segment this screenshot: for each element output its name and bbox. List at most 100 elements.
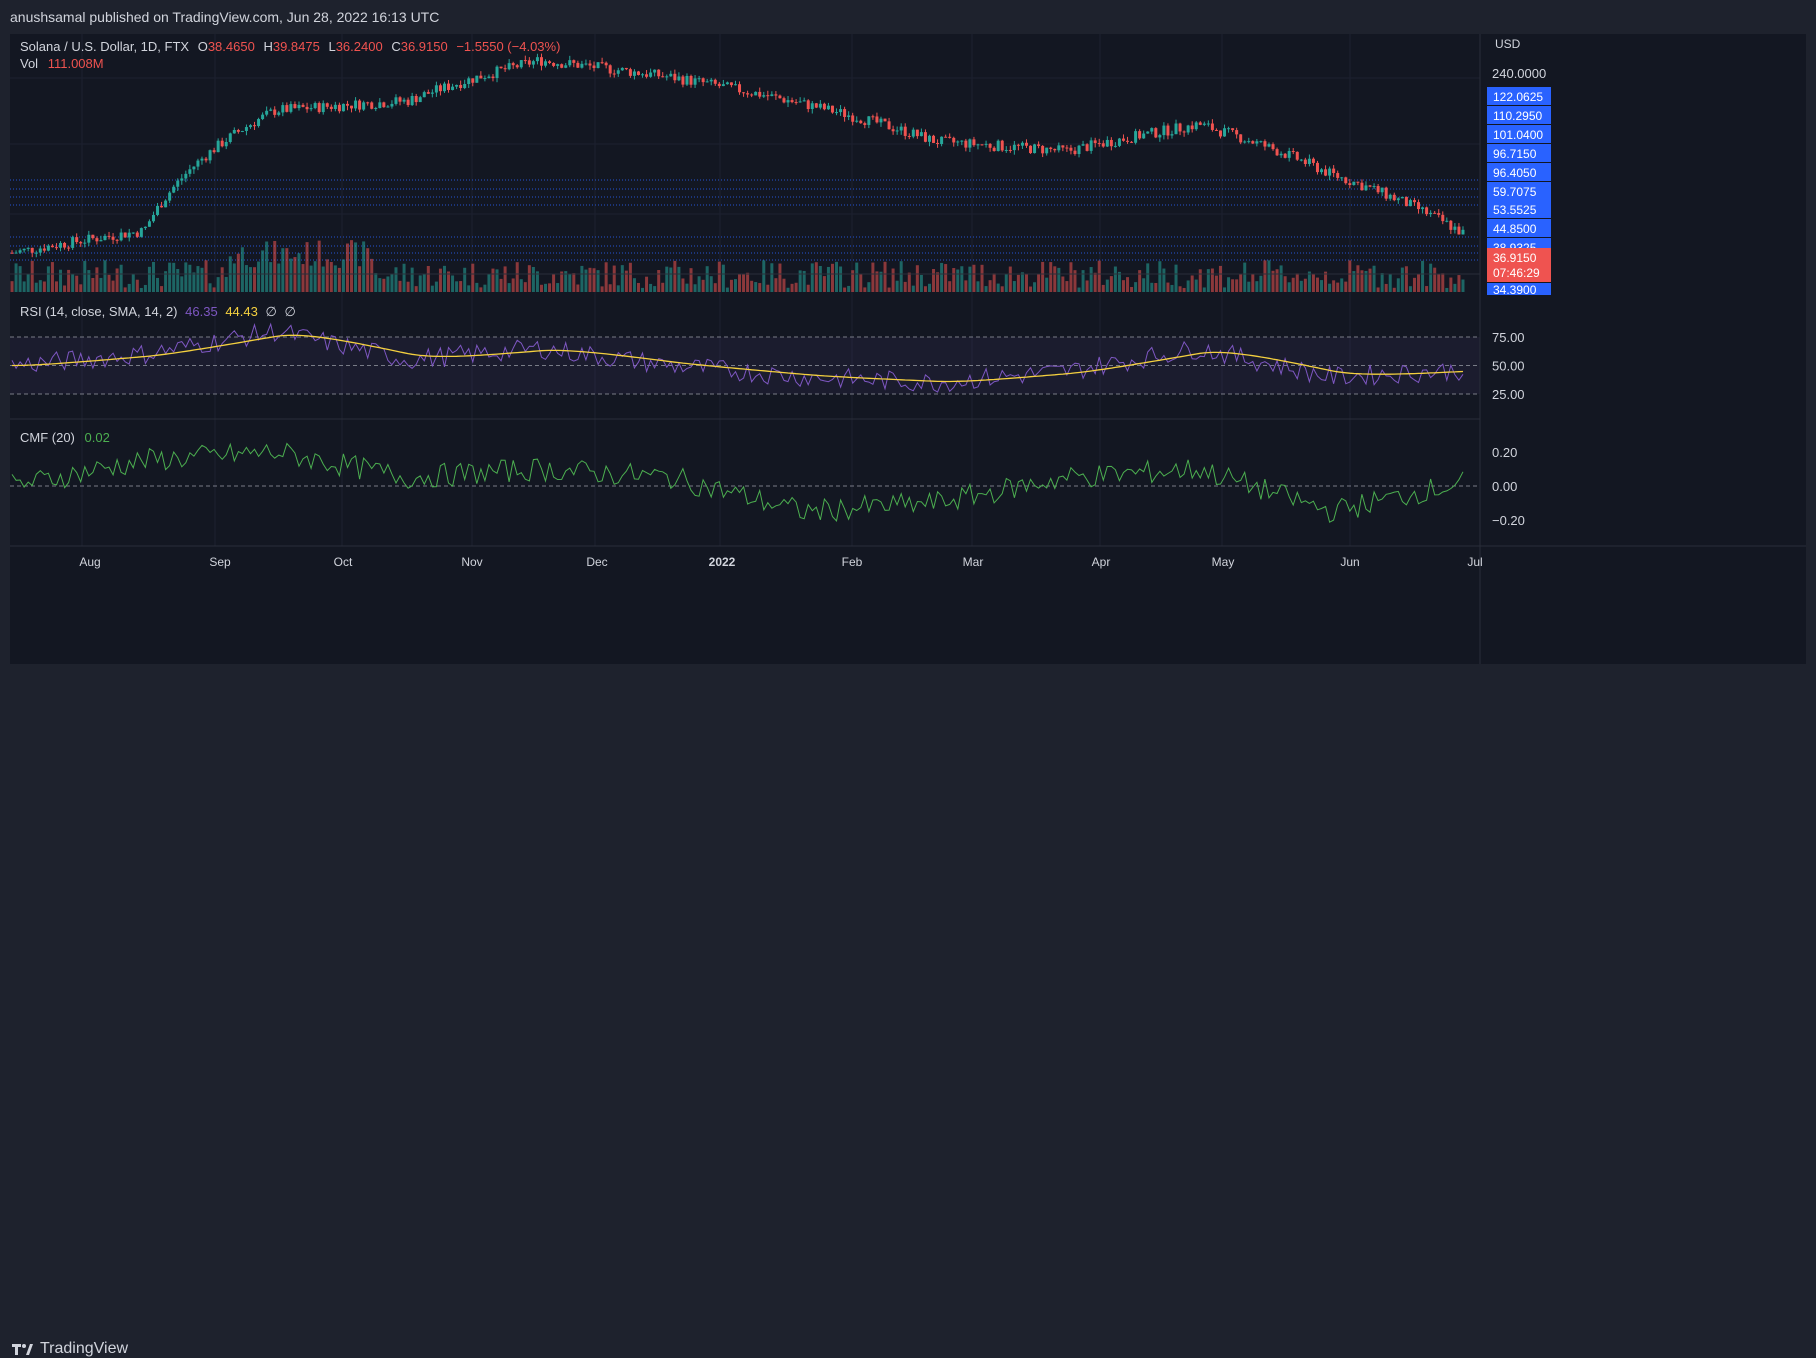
candle-body: [713, 79, 717, 84]
brand-name: TradingView: [40, 1340, 129, 1357]
cmf-value: 0.02: [84, 430, 110, 445]
volume-bar: [390, 273, 394, 292]
volume-bar: [564, 271, 568, 292]
volume-bar: [451, 275, 455, 292]
volume-bar: [689, 268, 693, 292]
candle-body: [1049, 147, 1053, 149]
price-level-label: 59.7075: [1493, 185, 1537, 199]
candle-body: [34, 252, 38, 254]
candle-body: [208, 150, 212, 161]
volume-bar: [1210, 268, 1214, 292]
volume-bar: [1352, 271, 1356, 292]
volume-bar: [1130, 287, 1134, 292]
price-top-tick: 240.0000: [1492, 66, 1546, 81]
volume-bar: [261, 250, 265, 292]
chart-area[interactable]: USD 240.0000 122.0625 110.2950 101.0400 96.…: [10, 34, 1806, 664]
candle-body: [685, 75, 689, 85]
candle-body: [471, 78, 475, 83]
volume-bar: [204, 260, 208, 292]
candle-body: [1295, 151, 1299, 160]
price-axis[interactable]: USD 240.0000 122.0625 110.2950 101.0400 96.…: [1487, 37, 1551, 297]
candle-body: [1069, 147, 1073, 151]
candle-body: [285, 105, 289, 112]
volume-bar: [212, 287, 216, 292]
rsi-placeholder-2: ∅: [284, 304, 296, 319]
candle-body: [386, 106, 390, 108]
candle-body: [972, 139, 976, 146]
candle-body: [507, 63, 511, 70]
volume-bar: [1198, 269, 1202, 292]
volume-bar: [422, 274, 426, 292]
volume-bar: [289, 258, 293, 292]
volume-bar: [818, 265, 822, 292]
candle-body: [71, 237, 75, 248]
volume-bar: [992, 273, 996, 292]
volume-bar: [46, 266, 50, 292]
price-level-label: 96.7150: [1493, 147, 1537, 161]
candle-body: [1437, 213, 1441, 215]
candle-body: [1093, 140, 1097, 144]
candle-body: [1117, 138, 1121, 146]
candle-body: [1279, 153, 1283, 156]
candle-body: [1404, 196, 1408, 207]
vol-label: Vol: [20, 56, 39, 71]
volume-bar: [855, 262, 859, 292]
volume-bar: [1170, 284, 1174, 292]
volume-bar: [1332, 280, 1336, 292]
volume-bar: [63, 285, 67, 292]
candle-body: [742, 92, 746, 94]
volume-bar: [1307, 271, 1311, 292]
candle-body: [1449, 220, 1453, 230]
candle-body: [305, 106, 309, 110]
volume-bar: [673, 260, 677, 292]
candle-body: [867, 116, 871, 125]
time-label: Feb: [842, 555, 863, 569]
candle-body: [1227, 128, 1231, 130]
candle-body: [600, 62, 604, 64]
candle-body: [63, 242, 67, 248]
chart-svg[interactable]: USD 240.0000 122.0625 110.2950 101.0400 96.…: [10, 34, 1806, 664]
volume-bar: [79, 284, 83, 292]
volume-bar: [1041, 261, 1045, 292]
volume-bar: [1089, 267, 1093, 292]
currency-label: USD: [1495, 37, 1521, 51]
volume-bar: [847, 285, 851, 292]
candle-body: [354, 100, 358, 109]
candle-body: [160, 205, 164, 208]
volume-bar: [1073, 270, 1077, 292]
volume-bar: [588, 267, 592, 292]
volume-bar: [406, 281, 410, 292]
candle-body: [1263, 141, 1267, 147]
cmf-pane: [10, 442, 1480, 523]
candle-body: [50, 245, 54, 248]
volume-bar: [1445, 287, 1449, 292]
candle-body: [580, 63, 584, 68]
volume-bar: [677, 266, 681, 292]
rsi-placeholder-1: ∅: [265, 304, 277, 319]
candle-body: [1190, 125, 1194, 130]
volume-bar: [940, 262, 944, 292]
time-axis[interactable]: Aug Sep Oct Nov Dec 2022 Feb Mar Apr May Jun Jul: [79, 555, 1482, 569]
tradingview-logo[interactable]: TradingView: [12, 1340, 128, 1358]
price-level-label: 101.0400: [1493, 128, 1543, 142]
candle-body: [115, 239, 119, 241]
volume-bar: [1235, 279, 1239, 292]
candle-body: [38, 248, 42, 253]
volume-bar: [467, 285, 471, 292]
candle-body: [200, 158, 204, 161]
candle-body: [1089, 140, 1093, 151]
candle-body: [544, 61, 548, 66]
candle-body: [1311, 158, 1315, 163]
candle-body: [269, 109, 273, 111]
candle-body: [592, 65, 596, 69]
volume-bar: [709, 276, 713, 292]
volume-bar: [1255, 281, 1259, 292]
volume-bar: [1150, 282, 1154, 292]
volume-bar: [584, 269, 588, 292]
candle-body: [940, 136, 944, 145]
candle-body: [1154, 128, 1158, 138]
volume-bar: [313, 261, 317, 292]
candle-body: [358, 100, 362, 110]
candle-body: [333, 104, 337, 109]
candle-body: [1255, 141, 1259, 144]
